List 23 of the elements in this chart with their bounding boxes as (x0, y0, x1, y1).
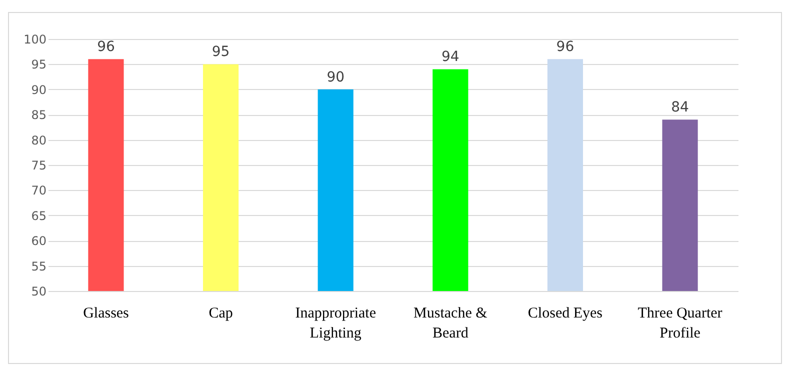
data-label: 96 (556, 39, 574, 56)
data-label: 94 (441, 49, 460, 66)
y-tick-label: 65 (31, 208, 46, 223)
y-tick-label: 95 (31, 58, 46, 72)
y-tick-label: 50 (31, 284, 46, 298)
y-tick-label: 75 (31, 158, 46, 172)
data-label: 95 (212, 44, 230, 60)
x-tick-label: Three Quarter Profile (638, 306, 722, 342)
x-tick-label: Glasses (83, 306, 130, 322)
y-tick-label: 80 (31, 133, 46, 148)
data-label: 90 (326, 69, 345, 86)
y-tick-label: 85 (31, 108, 46, 122)
y-tick-label: 90 (31, 82, 46, 97)
y-tick-label: 60 (31, 234, 46, 248)
data-label: 84 (671, 100, 690, 116)
x-tick-label: Cap (208, 306, 233, 322)
x-tick-label: Mustache & Beard (414, 306, 488, 342)
x-tick-label: Inappropriate Lighting (295, 306, 376, 342)
data-label: 96 (97, 39, 115, 56)
y-tick-label: 55 (31, 259, 46, 274)
y-tick-label: 70 (31, 184, 46, 198)
x-tick-label: Closed Eyes (528, 306, 603, 322)
y-tick-label: 100 (24, 32, 46, 46)
